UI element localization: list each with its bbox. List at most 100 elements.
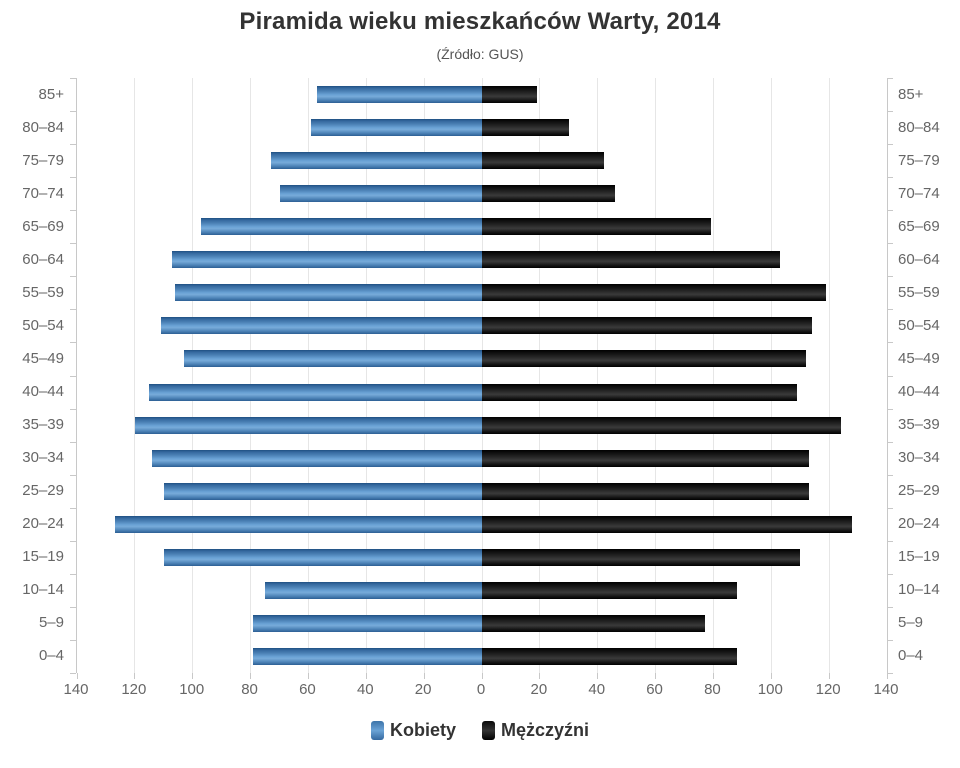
x-axis-tick: [134, 673, 136, 679]
gridline: [423, 78, 425, 673]
age-label-left: 75–79: [22, 151, 64, 169]
age-label-right: 65–69: [898, 217, 940, 235]
bar-women-45–49[interactable]: [184, 350, 482, 368]
bar-men-45–49[interactable]: [482, 350, 806, 368]
bar-women-0–4[interactable]: [253, 647, 482, 665]
x-axis-tick: [886, 673, 888, 679]
bar-men-60–64[interactable]: [482, 251, 780, 269]
bar-men-10–14[interactable]: [482, 581, 737, 599]
gridline: [712, 78, 714, 673]
x-tick-label: 20: [530, 681, 548, 698]
age-label-left: 15–19: [22, 548, 64, 566]
age-label-left: 60–64: [22, 250, 64, 268]
age-label-right: 50–54: [898, 316, 940, 334]
legend-label-men: Mężczyźni: [500, 720, 590, 740]
bar-men-30–34[interactable]: [482, 449, 809, 467]
x-axis-tick: [539, 673, 541, 679]
age-label-left: 55–59: [22, 283, 64, 301]
bar-women-15–19[interactable]: [163, 548, 482, 566]
x-tick-label: 40: [356, 681, 374, 698]
age-label-left: 70–74: [22, 184, 64, 202]
age-label-right: 0–4: [898, 647, 924, 665]
bar-women-35–39[interactable]: [134, 416, 482, 434]
category-tick-right: [887, 342, 893, 343]
gridline: [307, 78, 309, 673]
bar-men-35–39[interactable]: [482, 416, 841, 434]
category-tick-left: [70, 78, 76, 79]
age-label-left: 40–44: [22, 383, 64, 401]
plot-area: [70, 78, 893, 679]
age-label-left: 65–69: [22, 217, 64, 235]
legend-item-men[interactable]: Mężczyźni: [481, 720, 590, 741]
legend-label-women: Kobiety: [389, 720, 456, 740]
category-tick-right: [887, 111, 893, 112]
age-label-left: 20–24: [22, 515, 64, 533]
category-tick-right: [887, 508, 893, 509]
bar-women-65–69[interactable]: [201, 218, 482, 236]
women-series-swatch-icon: [370, 721, 384, 740]
x-tick-label: 80: [704, 681, 721, 698]
bar-women-55–59[interactable]: [175, 284, 482, 302]
bar-men-75–79[interactable]: [482, 152, 604, 170]
bar-men-85+[interactable]: [482, 86, 537, 104]
legend: Kobiety Mężczyźni: [0, 720, 960, 741]
x-tick-label: 80: [241, 681, 258, 698]
bar-women-85+[interactable]: [317, 86, 482, 104]
category-tick-left: [70, 607, 76, 608]
category-tick-left: [70, 376, 76, 377]
bar-women-5–9[interactable]: [253, 614, 482, 632]
x-tick-label: 20: [414, 681, 432, 698]
age-label-right: 25–29: [898, 482, 940, 500]
category-tick-left: [70, 342, 76, 343]
age-label-right: 20–24: [898, 515, 940, 533]
category-tick-right: [887, 376, 893, 377]
category-tick-left: [70, 177, 76, 178]
x-axis-tick: [597, 673, 599, 679]
bar-women-30–34[interactable]: [152, 449, 482, 467]
bar-women-70–74[interactable]: [279, 185, 482, 203]
bar-men-15–19[interactable]: [482, 548, 801, 566]
category-tick-right: [887, 78, 893, 79]
bar-women-50–54[interactable]: [160, 317, 482, 335]
bar-men-50–54[interactable]: [482, 317, 812, 335]
bar-men-5–9[interactable]: [482, 614, 705, 632]
x-tick-label: 100: [179, 681, 205, 698]
bar-men-20–24[interactable]: [482, 515, 853, 533]
gridline: [192, 78, 194, 673]
bar-men-40–44[interactable]: [482, 383, 798, 401]
age-label-right: 60–64: [898, 250, 940, 268]
bar-men-25–29[interactable]: [482, 482, 809, 500]
gridline: [134, 78, 136, 673]
bar-women-10–14[interactable]: [265, 581, 482, 599]
x-axis-tick: [423, 673, 425, 679]
bar-men-65–69[interactable]: [482, 218, 711, 236]
bar-women-20–24[interactable]: [114, 515, 482, 533]
age-label-left: 5–9: [38, 614, 64, 632]
category-tick-right: [887, 673, 893, 674]
gridline: [770, 78, 772, 673]
bar-men-0–4[interactable]: [482, 647, 737, 665]
bar-men-80–84[interactable]: [482, 119, 569, 137]
category-tick-left: [70, 541, 76, 542]
bar-men-70–74[interactable]: [482, 185, 616, 203]
category-tick-right: [887, 177, 893, 178]
age-label-left: 10–14: [22, 581, 64, 599]
bar-women-25–29[interactable]: [163, 482, 482, 500]
age-label-right: 30–34: [898, 449, 940, 467]
bar-men-55–59[interactable]: [482, 284, 827, 302]
gridline: [365, 78, 367, 673]
x-axis-tick: [76, 673, 78, 679]
category-tick-right: [887, 210, 893, 211]
x-axis-tick: [655, 673, 657, 679]
legend-item-women[interactable]: Kobiety: [370, 720, 456, 741]
bar-women-75–79[interactable]: [270, 152, 482, 170]
bar-women-40–44[interactable]: [149, 383, 482, 401]
category-tick-left: [70, 243, 76, 244]
age-label-left: 25–29: [22, 482, 64, 500]
x-axis-tick: [307, 673, 309, 679]
bar-women-80–84[interactable]: [311, 119, 482, 137]
x-tick-label: 0: [476, 681, 486, 698]
chart-subtitle: (Źródło: GUS): [436, 46, 524, 62]
bar-women-60–64[interactable]: [172, 251, 482, 269]
category-tick-right: [887, 442, 893, 443]
